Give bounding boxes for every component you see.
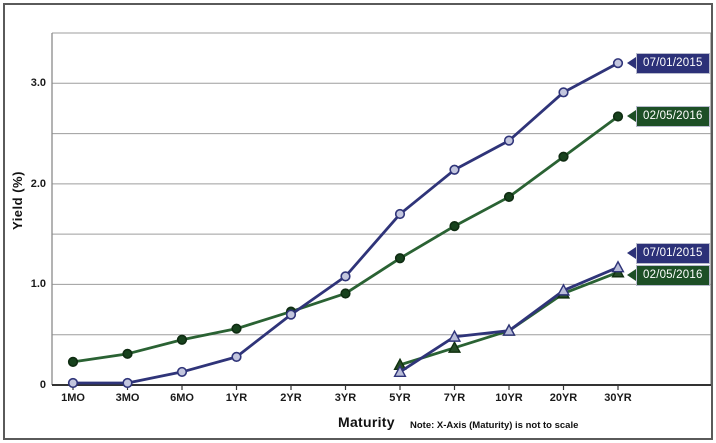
circle-data-point-marker (67, 356, 79, 367)
x-tick-label-30yr: 30YR (604, 392, 632, 404)
circle-data-point-marker (449, 164, 460, 175)
circle-data-point-marker (122, 348, 133, 359)
circle-data-point-marker (340, 288, 351, 299)
circle-data-point-marker (612, 58, 624, 69)
triangle-data-point-marker (393, 364, 407, 378)
callout-label-lower-02/05/2016: 02/05/2016 (627, 264, 710, 286)
triangle-data-point-marker (611, 260, 625, 273)
x-tick-label-3mo: 3MO (115, 392, 140, 404)
y-tick-label: 2.0 (30, 177, 46, 190)
callout-text: 02/05/2016 (636, 264, 710, 286)
circle-data-point-marker (176, 334, 188, 345)
x-tick-label-6mo: 6MO (170, 392, 194, 404)
circle-data-point-marker (558, 151, 569, 162)
y-tick-label: 3.0 (30, 77, 46, 90)
series-line-lower-07/01/2015 (398, 265, 620, 374)
circle-data-point-marker (503, 191, 515, 203)
x-tick-label-10yr: 10YR (495, 392, 523, 404)
callout-label-lower-07/01/2015: 07/01/2015 (627, 242, 710, 264)
circle-data-point-marker (612, 111, 624, 122)
callout-label-upper-07/01/2015: 07/01/2015 (627, 52, 710, 74)
callout-text: 07/01/2015 (636, 242, 710, 264)
circle-data-point-marker (503, 135, 515, 146)
circle-data-point-marker (340, 271, 351, 282)
triangle-data-point-marker (502, 323, 516, 336)
circle-data-point-marker (394, 208, 406, 220)
y-tick-label: 1.0 (30, 278, 46, 291)
y-tick-label: 0 (39, 379, 46, 391)
series-line-upper-02/05/2016 (71, 115, 620, 364)
circle-data-point-marker (558, 87, 569, 98)
callout-arrow-icon (627, 247, 636, 260)
callout-arrow-icon (627, 269, 636, 282)
circle-data-point-marker (231, 323, 242, 334)
x-tick-label-2yr: 2YR (280, 392, 302, 404)
x-axis-title: Maturity (338, 414, 395, 430)
triangle-data-point-marker (447, 340, 462, 353)
circle-data-point-marker (176, 366, 188, 378)
triangle-data-point-marker (447, 329, 462, 342)
callout-arrow-icon (627, 110, 636, 123)
circle-data-point-marker (394, 253, 406, 264)
circle-data-point-marker (285, 309, 297, 320)
y-axis-title: Yield (%) (10, 171, 25, 231)
circle-data-point-marker (67, 377, 79, 389)
callout-text: 07/01/2015 (636, 52, 710, 74)
x-tick-label-5yr: 5YR (389, 392, 411, 404)
circle-data-point-marker (449, 220, 460, 232)
callout-label-upper-02/05/2016: 02/05/2016 (627, 105, 710, 127)
x-tick-label-20yr: 20YR (549, 392, 578, 404)
circle-data-point-marker (122, 377, 133, 389)
callout-text: 02/05/2016 (636, 105, 710, 127)
x-tick-label-1yr: 1YR (225, 392, 248, 404)
triangle-data-point-marker (556, 283, 571, 296)
circle-data-point-marker (231, 351, 242, 362)
x-axis-note: Note: X-Axis (Maturity) is not to scale (410, 420, 579, 431)
callout-arrow-icon (627, 57, 636, 70)
x-tick-label-3yr: 3YR (334, 392, 357, 404)
x-tick-label-7yr: 7YR (443, 392, 466, 404)
x-tick-label-1mo: 1MO (61, 392, 85, 404)
